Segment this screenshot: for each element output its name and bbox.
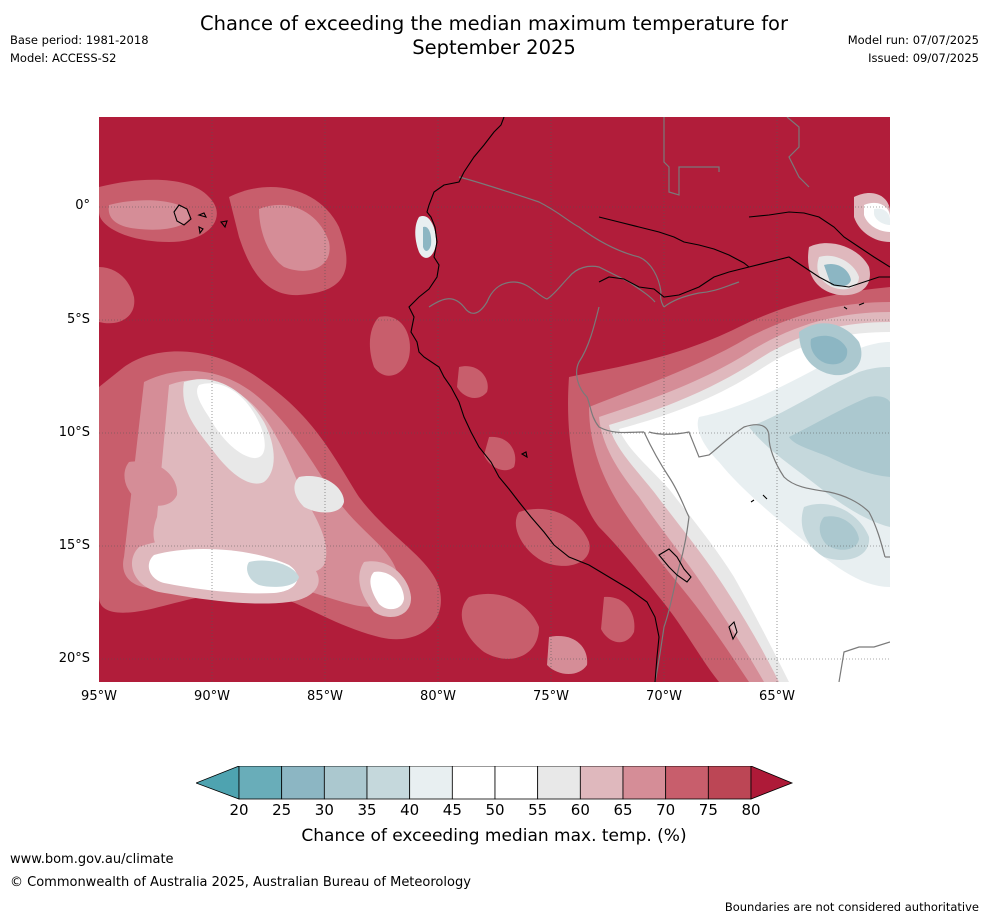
land-contours xyxy=(568,192,890,682)
colorbar-label: Chance of exceeding median max. temp. (%… xyxy=(301,826,687,846)
colorbar-cell xyxy=(665,766,709,800)
colorbar-tick-label: 80 xyxy=(741,801,761,819)
colorbar-tick-label: 50 xyxy=(485,801,505,819)
lon-label-65w: 65°W xyxy=(759,689,795,704)
colorbar-cell xyxy=(281,766,325,800)
colorbar-cell xyxy=(409,766,453,800)
issued-date: Issued: 09/07/2025 xyxy=(868,51,979,65)
colorbar-cell xyxy=(707,766,752,800)
map-title: Chance of exceeding the median maximum t… xyxy=(0,12,988,60)
colorbar-high-extend xyxy=(750,766,794,800)
colorbar-cell xyxy=(622,766,667,800)
lon-label-75w: 75°W xyxy=(533,689,569,704)
country-borders xyxy=(428,117,890,682)
title-line-2: September 2025 xyxy=(412,36,576,59)
lon-label-90w: 90°W xyxy=(194,689,230,704)
probability-map xyxy=(99,117,890,682)
bom-url[interactable]: www.bom.gov.au/climate xyxy=(10,852,174,867)
lon-label-80w: 80°W xyxy=(420,689,456,704)
colorbar-cell xyxy=(366,766,411,800)
ocean-contours xyxy=(99,179,635,674)
colorbar-tick-label: 70 xyxy=(656,801,676,819)
base-period: Base period: 1981-2018 xyxy=(10,33,149,47)
colorbar-cell xyxy=(238,766,283,800)
lon-label-85w: 85°W xyxy=(307,689,343,704)
coastline xyxy=(173,117,890,682)
colorbar-tick-label: 45 xyxy=(442,801,462,819)
lat-label-10s: 10°S xyxy=(58,425,90,440)
colorbar-low-extend xyxy=(196,766,240,800)
colorbar-tick-label: 60 xyxy=(570,801,590,819)
colorbar-cell xyxy=(451,766,496,800)
lon-label-95w: 95°W xyxy=(81,689,117,704)
colorbar-tick-label: 25 xyxy=(272,801,292,819)
colorbar-cell xyxy=(323,766,368,800)
boundary-disclaimer: Boundaries are not considered authoritat… xyxy=(724,900,979,914)
title-line-1: Chance of exceeding the median maximum t… xyxy=(199,12,789,35)
model-run: Model run: 07/07/2025 xyxy=(847,33,979,47)
colorbar-tick-label: 55 xyxy=(528,801,548,819)
colorbar-tick-label: 65 xyxy=(613,801,633,819)
colorbar-cell xyxy=(494,766,539,800)
colorbar-tick-label: 20 xyxy=(229,801,249,819)
lat-label-15s: 15°S xyxy=(58,538,90,553)
colorbar-tick-label: 35 xyxy=(357,801,377,819)
lat-label-20s: 20°S xyxy=(58,651,90,666)
colorbar-tick-label: 75 xyxy=(698,801,718,819)
copyright-notice: © Commonwealth of Australia 2025, Austra… xyxy=(10,875,471,890)
colorbar-cell xyxy=(579,766,624,800)
colorbar-cell xyxy=(537,766,581,800)
model-name: Model: ACCESS-S2 xyxy=(10,51,117,65)
colorbar-tick-label: 30 xyxy=(314,801,334,819)
lat-label-0: 0° xyxy=(75,198,90,213)
graticule xyxy=(99,117,890,682)
colorbar xyxy=(196,766,794,800)
colorbar-tick-label: 40 xyxy=(400,801,420,819)
lon-label-70w: 70°W xyxy=(646,689,682,704)
lat-label-5s: 5°S xyxy=(66,312,90,327)
colorbar-cells xyxy=(238,766,752,800)
